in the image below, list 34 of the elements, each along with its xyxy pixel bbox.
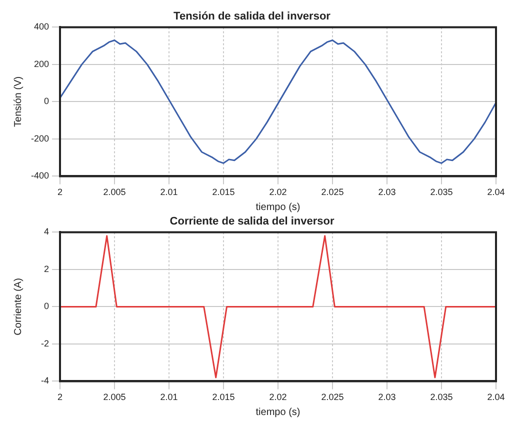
- x-tick-label: 2.01: [160, 392, 178, 402]
- x-tick-label: 2.03: [378, 187, 396, 198]
- x-tick-label: 2: [57, 392, 63, 402]
- y-tick-label: 4: [44, 226, 49, 237]
- x-tick-label: 2.01: [160, 187, 178, 198]
- x-tick-label: 2.04: [487, 187, 505, 198]
- y-tick-label: -400: [30, 170, 49, 181]
- x-tick-label: 2.02: [269, 187, 287, 198]
- x-tick-label: 2.025: [321, 392, 344, 402]
- x-tick-label: 2.025: [321, 187, 344, 198]
- x-tick-label: 2.03: [378, 392, 396, 402]
- chart-title: Corriente de salida del inversor: [170, 216, 335, 228]
- x-tick-label: 2.015: [212, 187, 235, 198]
- y-tick-label: -4: [40, 376, 49, 386]
- y-tick-label: 0: [44, 301, 49, 312]
- y-tick-label: 0: [44, 96, 49, 106]
- chart-title: Tensión de salida del inversor: [174, 10, 332, 23]
- y-axis-title: Corriente (A): [12, 278, 24, 336]
- y-tick-label: -200: [30, 133, 49, 144]
- x-axis-title: tiempo (s): [256, 406, 300, 418]
- x-tick-label: 2.005: [103, 187, 126, 198]
- x-tick-label: 2.005: [103, 392, 126, 402]
- y-axis-title: Tensión (V): [12, 76, 24, 127]
- y-tick-label: -2: [40, 338, 49, 348]
- y-tick-label: 400: [34, 22, 49, 32]
- x-tick-label: 2.04: [487, 392, 505, 402]
- y-tick-label: 200: [34, 58, 49, 69]
- x-tick-label: 2.015: [212, 392, 235, 402]
- x-tick-label: 2.035: [430, 392, 453, 402]
- x-tick-label: 2.02: [269, 392, 287, 402]
- x-tick-label: 2: [57, 187, 63, 198]
- x-axis-title: tiempo (s): [256, 202, 300, 213]
- x-tick-label: 2.035: [430, 187, 453, 198]
- y-tick-label: 2: [44, 264, 49, 274]
